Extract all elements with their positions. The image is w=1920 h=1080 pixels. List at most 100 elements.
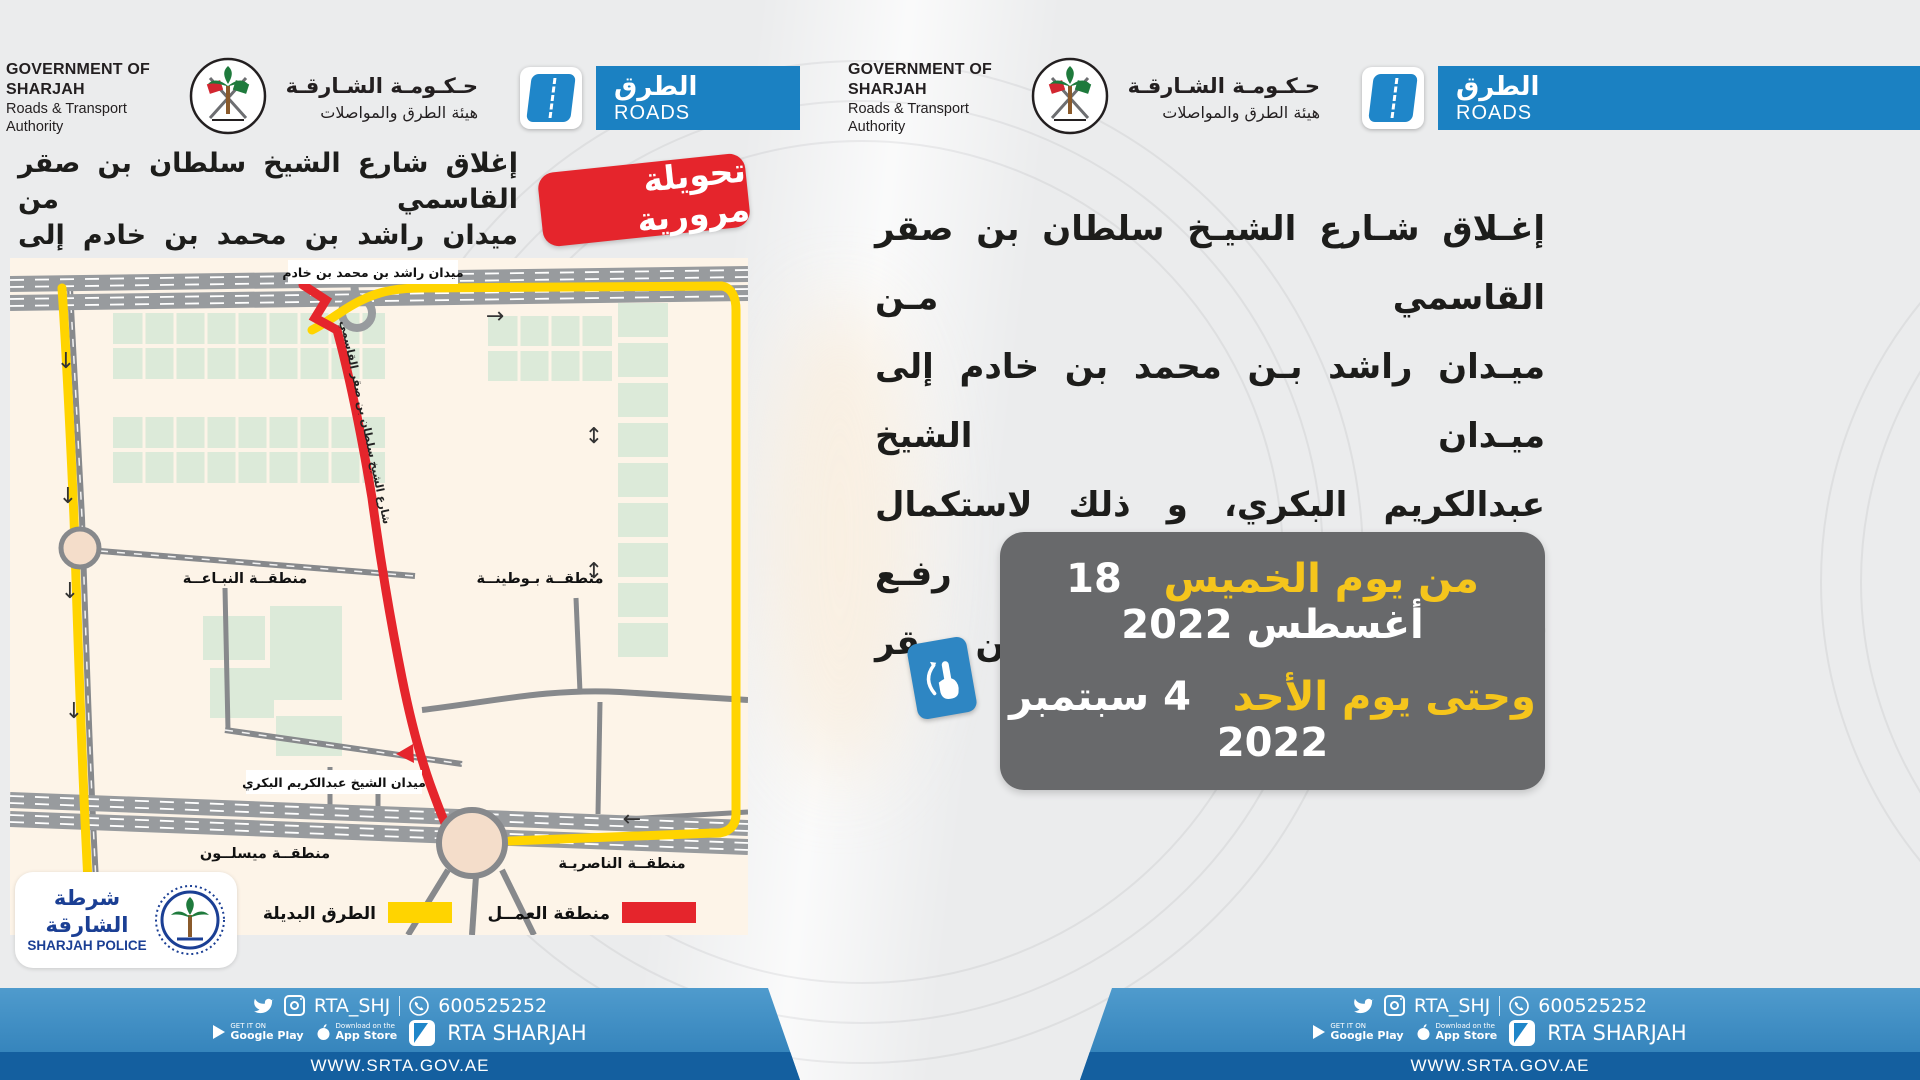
social-handle: RTA_SHJ — [313, 994, 391, 1017]
area-labels: منطقــة النبـاعــة منطقــة بـوطينــة منط… — [181, 569, 688, 874]
arrow-down-icon: ↓ — [65, 699, 83, 724]
date-to-label: وحتى يوم الأحد — [1232, 674, 1536, 720]
gov-en-line2: Roads & Transport Authority — [848, 100, 969, 135]
roads-banner-arabic: الطرق — [614, 72, 698, 102]
app-name: RTA SHARJAH — [1547, 1020, 1687, 1045]
as-top: Download on the — [1435, 1022, 1495, 1031]
instagram-icon — [1383, 995, 1405, 1016]
paragraph-line1: إغـلاق شـارع الشيـخ سلطان بن صقر القاسمي… — [875, 209, 1545, 318]
as-top: Download on the — [335, 1022, 395, 1031]
police-emblem-icon — [155, 885, 225, 955]
legend-work-swatch — [622, 902, 696, 923]
google-play-icon — [213, 1025, 226, 1040]
svg-text:ميدان راشد بن محمد بن خادم: ميدان راشد بن محمد بن خادم — [282, 265, 463, 281]
date-to: وحتى يوم الأحد 4 سبتمبر 2022 — [1000, 674, 1545, 766]
work-zone-red — [298, 280, 453, 835]
footer-social-row: RTA_SHJ 600525252 — [253, 995, 547, 1017]
phone-icon — [409, 995, 430, 1016]
apple-icon — [317, 1024, 330, 1041]
footer-left: RTA_SHJ 600525252 GET IT ON Google Play … — [0, 988, 800, 1080]
website-url: WWW.SRTA.GOV.AE — [1410, 1056, 1590, 1075]
phone-number: 600525252 — [438, 994, 548, 1017]
diversion-map: شارع الشيخ سلطان بن صقر القاسمي ميدان را… — [10, 258, 748, 935]
gov-en-line1: GOVERNMENT OF SHARJAH — [848, 60, 992, 98]
road-icon — [520, 67, 582, 129]
arrow-down-icon: ↓ — [59, 484, 77, 509]
gov-name-english: GOVERNMENT OF SHARJAH Roads & Transport … — [6, 60, 174, 136]
arrow-down-icon: ↓ — [57, 349, 75, 374]
sharjah-police-logo: شرطة الشارقة SHARJAH POLICE — [15, 872, 237, 968]
dates-box: من يوم الخميس 18 أغسطس 2022 وحتى يوم الأ… — [1000, 532, 1545, 790]
left-title-line1: إغلاق شارع الشيخ سلطان بن صقر القاسمي من — [18, 148, 518, 215]
arrow-updown-icon: ↕ — [585, 424, 603, 449]
area-label-nabbaa: منطقــة النبـاعــة — [183, 571, 307, 587]
bottom-highway — [10, 792, 748, 855]
footer-right: RTA_SHJ 600525252 GET IT ON Google Play … — [1080, 988, 1920, 1080]
svg-text:ميدان الشيخ عبدالكريم البكري: ميدان الشيخ عبدالكريم البكري — [242, 775, 426, 790]
website-band: WWW.SRTA.GOV.AE — [0, 1052, 800, 1080]
rta-app-icon — [1509, 1019, 1536, 1046]
arrow-updown-icon: ↕ — [585, 559, 603, 584]
police-text: شرطة الشارقة SHARJAH POLICE — [23, 885, 151, 954]
road-icon — [1362, 67, 1424, 129]
instagram-icon — [283, 995, 305, 1016]
website-url: WWW.SRTA.GOV.AE — [310, 1056, 490, 1075]
area-label-nasserya: منطقــة الناصريـة — [558, 856, 685, 872]
bg-arc — [1820, 140, 1920, 1024]
direction-arrows: ↓ ↓ ↓ ↓ → ↕ ↕ ← — [57, 304, 641, 832]
police-name-english: SHARJAH POLICE — [27, 937, 147, 953]
social-handle: RTA_SHJ — [1413, 994, 1491, 1017]
phone-number: 600525252 — [1538, 994, 1648, 1017]
rta-app-icon — [409, 1019, 436, 1046]
roads-banner: الطرق ROADS — [1438, 66, 1920, 130]
footer-app-row: GET IT ON Google Play Download on the Ap… — [213, 1019, 587, 1046]
sharjah-government-emblem-icon — [1030, 56, 1110, 140]
arrow-down-icon: ↓ — [61, 579, 79, 604]
left-header: GOVERNMENT OF SHARJAH Roads & Transport … — [6, 57, 800, 138]
gov-name-english: GOVERNMENT OF SHARJAH Roads & Transport … — [848, 60, 1016, 136]
gov-en-line2: Roads & Transport Authority — [6, 100, 127, 135]
gov-ar-line2: هيئة الطرق والمواصلات — [1162, 102, 1320, 122]
paragraph-line2: ميـدان راشد بـن محمد بن خادم إلى ميـدان … — [875, 347, 1545, 456]
square-top-label: ميدان راشد بن محمد بن خادم — [282, 260, 464, 284]
app-store-badge: Download on the App Store — [316, 1022, 398, 1043]
area-label-maysaloon: منطقــة ميسلــون — [200, 846, 330, 862]
twitter-icon — [1353, 998, 1374, 1013]
date-from: من يوم الخميس 18 أغسطس 2022 — [1000, 556, 1545, 648]
gov-ar-line2: هيئة الطرق والمواصلات — [320, 102, 478, 122]
date-to-value: 4 سبتمبر 2022 — [1009, 674, 1329, 766]
footer-social-row: RTA_SHJ 600525252 — [1353, 995, 1647, 1017]
gov-ar-line1: حـكـومـة الشـارقـة — [1127, 74, 1320, 99]
arrow-left-icon: ← — [623, 807, 641, 832]
website-band: WWW.SRTA.GOV.AE — [1080, 1052, 1920, 1080]
area-label-butina: منطقــة بـوطينــة — [477, 571, 604, 587]
twitter-icon — [253, 998, 274, 1013]
roads-banner-english: ROADS — [1456, 102, 1533, 124]
google-play-badge: GET IT ON Google Play — [1313, 1022, 1404, 1043]
roads-banner: الطرق ROADS — [596, 66, 800, 130]
square-bottom-label: ميدان الشيخ عبدالكريم البكري — [242, 770, 426, 794]
legend-work-label: منطقة العمــل — [488, 904, 611, 924]
app-name: RTA SHARJAH — [447, 1020, 587, 1045]
legend-alt-swatch — [388, 902, 452, 923]
gov-name-arabic: حـكـومـة الشـارقـة هيئة الطرق والمواصلات — [282, 72, 478, 124]
legend-alt-label: الطرق البديلة — [263, 904, 376, 924]
app-store-badge: Download on the App Store — [1416, 1022, 1498, 1043]
google-play-badge: GET IT ON Google Play — [213, 1022, 304, 1042]
roads-banner-english: ROADS — [614, 102, 691, 124]
roads-banner-arabic: الطرق — [1456, 72, 1540, 102]
gp-bottom: Google Play — [1330, 1029, 1404, 1043]
right-header: GOVERNMENT OF SHARJAH Roads & Transport … — [848, 56, 1920, 140]
left-roundabout — [58, 526, 102, 570]
gp-top: GET IT ON — [230, 1022, 267, 1031]
swipe-hand-icon — [905, 635, 979, 721]
gov-ar-line1: حـكـومـة الشـارقـة — [285, 74, 478, 99]
as-bottom: App Store — [1435, 1029, 1498, 1043]
as-bottom: App Store — [335, 1029, 398, 1043]
divider — [1499, 995, 1501, 1016]
gov-en-line1: GOVERNMENT OF SHARJAH — [6, 60, 150, 98]
arrow-right-icon: → — [486, 304, 504, 329]
gp-top: GET IT ON — [1330, 1022, 1367, 1031]
footer-app-row: GET IT ON Google Play Download on the Ap… — [1313, 1019, 1687, 1046]
